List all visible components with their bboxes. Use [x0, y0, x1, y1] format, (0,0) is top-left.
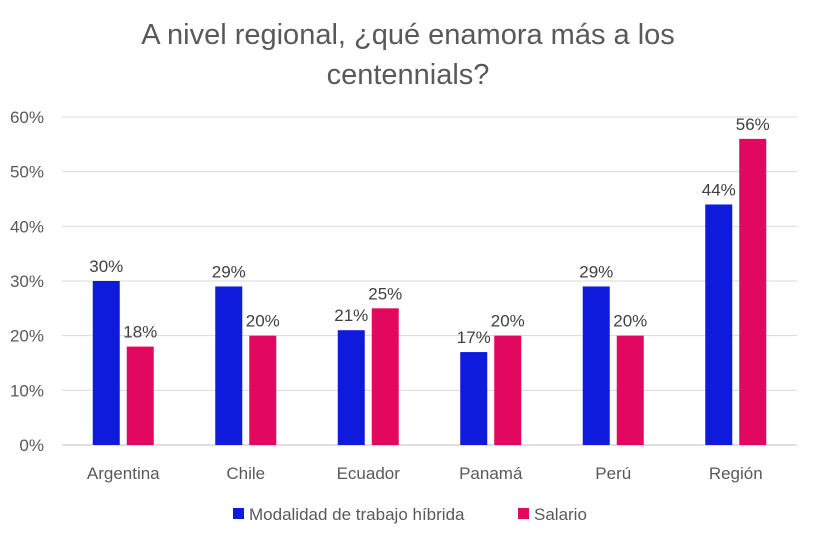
- data-label: 30%: [89, 257, 123, 276]
- category-label: Región: [709, 464, 763, 483]
- y-tick-label: 50%: [10, 163, 44, 182]
- y-tick-label: 60%: [10, 108, 44, 127]
- bar-salario-5: [739, 138, 767, 445]
- chart-title-line-2: centennials?: [327, 59, 490, 91]
- bar-salario-4: [616, 335, 644, 445]
- category-label: Chile: [226, 464, 265, 483]
- x-axis-category-labels: Argentina Chile Ecuador Panamá Perú Región: [87, 464, 763, 483]
- y-tick-label: 10%: [10, 381, 44, 400]
- data-label: 20%: [613, 312, 647, 331]
- bars: [92, 138, 767, 445]
- y-tick-label: 20%: [10, 327, 44, 346]
- category-label: Perú: [595, 464, 631, 483]
- bar-hibrida-1: [215, 286, 243, 445]
- bar-salario-3: [494, 335, 522, 445]
- data-label: 21%: [334, 306, 368, 325]
- data-label: 44%: [702, 180, 736, 199]
- data-label: 29%: [579, 262, 613, 281]
- data-label: 29%: [212, 262, 246, 281]
- category-label: Ecuador: [337, 464, 401, 483]
- legend-swatch-hibrida: [233, 508, 244, 519]
- data-label: 25%: [368, 284, 402, 303]
- bar-hibrida-5: [705, 204, 733, 445]
- y-axis-tick-labels: 0% 10% 20% 30% 40% 50% 60%: [10, 108, 44, 455]
- legend-label-salario: Salario: [534, 505, 587, 524]
- bar-hibrida-2: [337, 330, 365, 445]
- gridlines: [62, 116, 797, 446]
- chart-title: A nivel regional, ¿qué enamora más a los…: [141, 19, 675, 91]
- data-label: 20%: [246, 312, 280, 331]
- bar-salario-1: [249, 335, 277, 445]
- data-label: 18%: [123, 323, 157, 342]
- y-tick-label: 0%: [19, 436, 44, 455]
- bar-hibrida-4: [582, 286, 610, 445]
- chart-title-line-1: A nivel regional, ¿qué enamora más a los: [141, 19, 675, 51]
- bar-salario-0: [126, 346, 154, 445]
- y-tick-label: 40%: [10, 217, 44, 236]
- legend: Modalidad de trabajo híbrida Salario: [233, 505, 587, 524]
- bar-salario-2: [371, 308, 399, 445]
- legend-label-hibrida: Modalidad de trabajo híbrida: [249, 505, 465, 524]
- category-label: Argentina: [87, 464, 160, 483]
- data-label: 20%: [491, 312, 525, 331]
- category-label: Panamá: [459, 464, 523, 483]
- y-tick-label: 30%: [10, 272, 44, 291]
- legend-swatch-salario: [518, 508, 529, 519]
- bar-hibrida-3: [460, 352, 488, 445]
- data-labels: 30%18%29%20% 21%25%17%20%29%20%44%56%: [89, 115, 770, 347]
- data-label: 56%: [736, 115, 770, 134]
- data-label: 17%: [457, 328, 491, 347]
- bar-hibrida-0: [92, 281, 120, 445]
